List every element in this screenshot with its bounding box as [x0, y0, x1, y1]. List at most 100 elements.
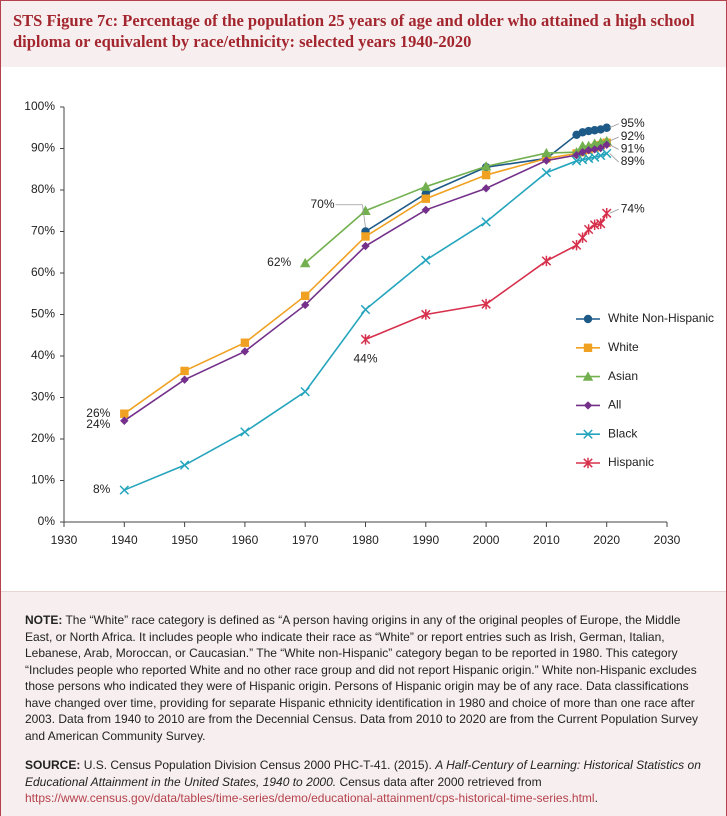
x-tick-label: 1930: [51, 533, 78, 547]
source: SOURCE: U.S. Census Population Division …: [25, 757, 705, 807]
data-point: [361, 241, 370, 251]
x-tick-label: 1950: [171, 533, 198, 547]
label-leader: [609, 144, 619, 150]
label-leader: [609, 208, 619, 214]
data-point: [240, 338, 250, 347]
note-label: NOTE:: [25, 613, 63, 627]
data-point: [421, 194, 430, 203]
x-tick-label: 1990: [412, 533, 439, 547]
data-point: [300, 386, 310, 397]
data-point: [119, 485, 130, 495]
y-tick-label: 20%: [31, 431, 55, 445]
data-point: [421, 255, 431, 265]
data-point: [596, 143, 605, 153]
y-tick-label: 60%: [31, 265, 55, 279]
data-point: [583, 140, 594, 151]
source-link[interactable]: https://www.census.gov/data/tables/time-…: [25, 791, 595, 805]
series-line: [365, 212, 608, 341]
data-point: [584, 145, 593, 155]
series-line: [304, 140, 607, 264]
data-point: [360, 334, 371, 345]
data-label: 74%: [621, 201, 645, 215]
data-point: [301, 300, 310, 310]
chart-title: STS Figure 7c: Percentage of the populat…: [13, 11, 695, 51]
data-point: [601, 148, 612, 159]
legend-marker: [583, 401, 593, 410]
y-tick-label: 70%: [31, 224, 55, 238]
y-tick-label: 90%: [31, 141, 55, 155]
x-tick-label: 1980: [352, 533, 379, 547]
x-tick-label: 1940: [111, 533, 138, 547]
y-tick-label: 50%: [31, 307, 55, 321]
note: NOTE: The “White” race category is defin…: [25, 612, 705, 744]
series-line: [123, 144, 608, 422]
data-point: [577, 232, 588, 243]
y-tick-label: 100%: [24, 99, 55, 113]
legend-label: All: [608, 398, 621, 412]
data-label: 91%: [621, 142, 645, 156]
series-line: [123, 152, 607, 491]
source-text: Census data after 2000 retrieved from: [339, 774, 542, 789]
data-point: [541, 255, 552, 267]
data-point: [572, 150, 581, 160]
x-tick-label: 2010: [533, 533, 560, 547]
data-point: [602, 123, 611, 132]
header: STS Figure 7c: Percentage of the populat…: [1, 1, 726, 67]
label-leader: [362, 204, 366, 228]
notes: NOTE: The “White” race category is defin…: [1, 591, 726, 816]
x-tick-label: 1970: [292, 533, 319, 547]
data-label: 62%: [267, 255, 291, 269]
data-point: [595, 218, 606, 229]
legend-label: Asian: [608, 369, 638, 383]
y-tick-label: 10%: [31, 473, 55, 487]
data-label: 24%: [86, 417, 110, 431]
legend-marker: [582, 371, 594, 381]
data-point: [120, 416, 129, 425]
data-point: [360, 304, 371, 315]
data-point: [541, 167, 552, 178]
source-title: A Half-Century of Learning: Historical S…: [25, 758, 701, 789]
legend-marker: [583, 343, 593, 352]
note-text: The “White” race category is defined as …: [25, 613, 699, 743]
data-point: [360, 205, 371, 215]
data-label: 92%: [621, 129, 645, 143]
data-point: [601, 208, 612, 219]
data-point: [601, 135, 612, 146]
series-line: [365, 126, 607, 233]
data-point: [300, 257, 311, 268]
legend-label: White Non-Hispanic: [608, 311, 714, 325]
data-label: 44%: [353, 352, 377, 366]
data-point: [180, 366, 189, 376]
data-point: [481, 170, 491, 180]
x-tick-label: 2000: [473, 533, 500, 547]
legend-marker: [583, 429, 593, 439]
label-leader: [609, 153, 619, 163]
data-point: [583, 224, 594, 235]
data-label: 70%: [310, 197, 334, 211]
y-tick-label: 0%: [38, 514, 56, 528]
data-point: [361, 232, 370, 241]
legend-label: Black: [608, 426, 638, 440]
legend-label: Hispanic: [608, 455, 654, 469]
data-point: [180, 375, 189, 384]
data-point: [240, 347, 250, 356]
data-point: [120, 409, 129, 418]
data-point: [481, 217, 491, 227]
label-leader: [609, 123, 619, 129]
data-point: [421, 309, 431, 320]
data-label: 89%: [621, 154, 645, 168]
data-point: [589, 152, 600, 162]
data-point: [179, 460, 190, 470]
data-point: [421, 205, 430, 215]
source-end: .: [594, 791, 598, 805]
source-text: U.S. Census Population Division Census 2…: [83, 758, 432, 772]
data-label: 95%: [621, 116, 645, 130]
legend-label: White: [608, 340, 639, 354]
legend-marker: [583, 457, 593, 469]
chart: 0% 10% 20% 30% 40% 50% 60% 70% 80% 90% 100% 1930 194…: [24, 99, 714, 547]
data-point: [595, 150, 606, 161]
data-point: [420, 181, 431, 191]
y-tick-label: 30%: [31, 390, 55, 404]
data-point: [481, 184, 491, 193]
